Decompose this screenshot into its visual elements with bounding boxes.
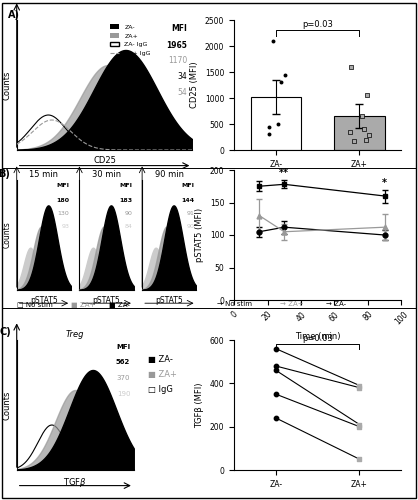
Point [350,136,357,144]
X-axis label: pSTAT5: pSTAT5 [155,296,183,304]
Point [356,455,363,463]
Text: A): A) [8,10,20,20]
Point [364,92,370,100]
Point [282,70,288,78]
X-axis label: pSTAT5: pSTAT5 [30,296,58,304]
Text: → ZA-: → ZA- [326,302,346,308]
Text: 1170: 1170 [168,56,187,66]
Y-axis label: TGFβ (MFI): TGFβ (MFI) [195,382,204,428]
Point [273,344,279,352]
Y-axis label: pSTAT5 (MFI): pSTAT5 (MFI) [195,208,204,262]
Point [277,78,284,86]
Point [273,414,279,422]
Text: 370: 370 [117,375,130,381]
Text: 130: 130 [58,211,69,216]
Text: MFI: MFI [182,184,195,188]
Text: □ No stim: □ No stim [17,302,53,308]
Point [356,420,363,428]
Text: → ZA+: → ZA+ [280,302,304,308]
Bar [251,97,301,150]
Point [347,128,353,136]
Text: 54: 54 [177,88,187,96]
Title: 30 min: 30 min [92,170,121,179]
Text: 183: 183 [119,198,132,202]
X-axis label: TGF$\beta$: TGF$\beta$ [64,476,87,488]
Text: 180: 180 [56,198,69,202]
Text: □ IgG: □ IgG [148,385,173,394]
Text: 93: 93 [61,224,69,229]
Text: C): C) [0,327,11,337]
Point [265,130,272,138]
Text: ■ ZA+: ■ ZA+ [148,370,177,379]
Point [358,112,365,120]
Text: 84: 84 [124,224,132,229]
Point [363,136,370,143]
Text: ■ ZA-: ■ ZA- [109,302,130,308]
Point [360,125,367,133]
Text: 144: 144 [182,198,195,202]
Point [273,366,279,374]
Text: MFI: MFI [56,184,69,188]
Title: 90 min: 90 min [155,170,184,179]
Y-axis label: CD25 (MFI): CD25 (MFI) [191,62,199,108]
X-axis label: Time (min): Time (min) [295,332,340,341]
Text: ■ ZA+: ■ ZA+ [71,302,95,308]
Point [356,384,363,392]
Point [356,382,363,390]
Legend: ZA-, ZA+, ZA- IgG, ZA+ IgG: ZA-, ZA+, ZA- IgG, ZA+ IgG [107,22,153,59]
Text: ■ ZA-: ■ ZA- [148,355,173,364]
Point [356,422,363,430]
Y-axis label: Counts: Counts [2,70,11,100]
Point [366,132,372,140]
Text: 190: 190 [117,390,130,396]
Text: B): B) [0,169,10,179]
Y-axis label: Counts: Counts [2,222,11,248]
Text: 91: 91 [187,211,195,216]
X-axis label: CD25: CD25 [93,156,116,164]
Text: 90: 90 [187,224,195,229]
Text: *: * [382,178,387,188]
Point [273,390,279,398]
Text: 90: 90 [124,211,132,216]
Point [273,362,279,370]
Text: MFI: MFI [119,184,132,188]
X-axis label: pSTAT5: pSTAT5 [93,296,120,304]
Point [275,120,281,128]
Text: 34: 34 [177,72,187,81]
Title: Treg: Treg [66,330,84,339]
Text: **: ** [279,168,289,178]
Text: p=0.03: p=0.03 [302,20,333,29]
Text: 562: 562 [116,360,130,366]
Y-axis label: Counts: Counts [2,390,11,420]
Title: 15 min: 15 min [29,170,59,179]
Text: p=0.03: p=0.03 [302,334,333,343]
Point [265,122,272,130]
Point [270,37,277,45]
Point [347,63,354,71]
Text: MFI: MFI [171,24,187,33]
Text: 1965: 1965 [166,41,187,50]
Text: MFI: MFI [116,344,130,350]
Text: → No stim: → No stim [217,302,252,308]
Bar [334,116,385,150]
